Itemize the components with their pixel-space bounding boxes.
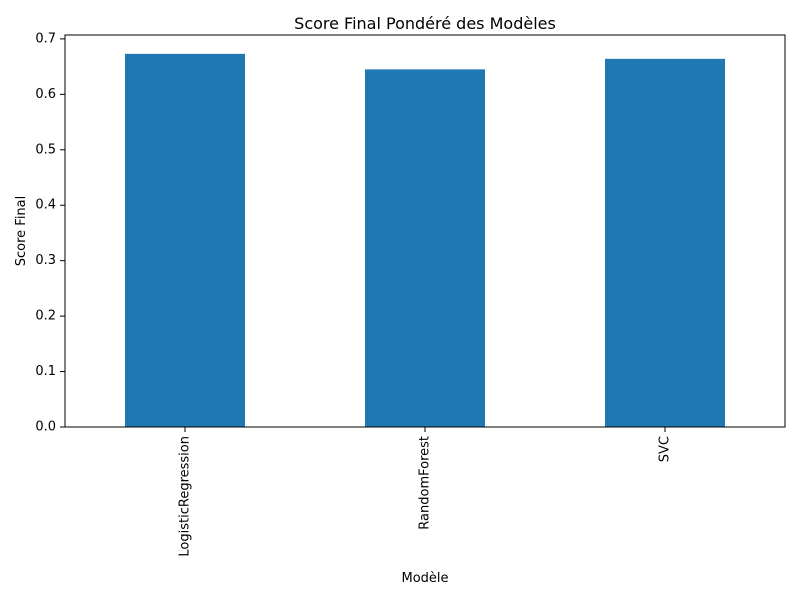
chart-title: Score Final Pondéré des Modèles xyxy=(294,14,556,33)
y-tick-label: 0.1 xyxy=(35,364,56,379)
y-tick-label: 0.4 xyxy=(35,198,56,213)
bars-layer xyxy=(125,53,725,428)
plot-frame xyxy=(64,34,786,428)
x-tick-label: RandomForest xyxy=(418,436,433,530)
y-tick-label: 0.5 xyxy=(35,142,56,157)
y-tick-label: 0.7 xyxy=(35,31,56,46)
y-tick-label: 0.3 xyxy=(35,253,56,268)
x-axis-ticks: LogisticRegression RandomForest SVC xyxy=(178,427,673,557)
y-axis-label: Score Final xyxy=(14,196,29,267)
x-tick-label: SVC xyxy=(658,436,673,462)
y-tick-label: 0.2 xyxy=(35,309,56,324)
y-tick-label: 0.6 xyxy=(35,87,56,102)
x-tick-label: LogisticRegression xyxy=(178,436,193,557)
x-axis-label: Modèle xyxy=(401,571,448,586)
y-tick-label: 0.0 xyxy=(35,420,56,435)
y-axis-ticks: 0.0 0.1 0.2 0.3 0.4 0.5 0.6 0.7 xyxy=(35,31,65,435)
bar-logisticregression xyxy=(125,53,245,427)
bar-svc xyxy=(605,58,725,427)
bar-randomforest xyxy=(365,69,485,428)
